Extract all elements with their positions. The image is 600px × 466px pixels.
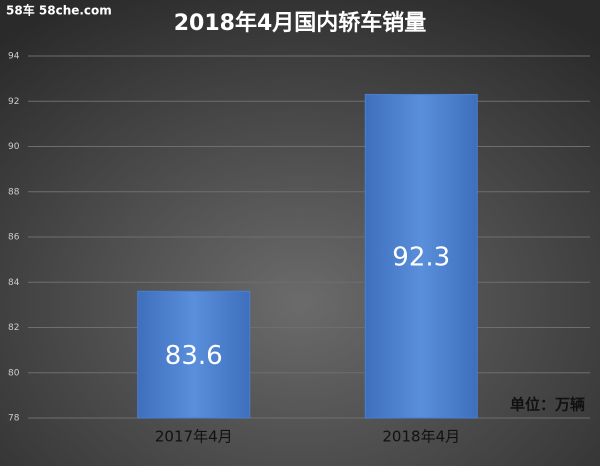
y-tick-label: 82 — [8, 323, 19, 333]
y-tick-label: 88 — [8, 187, 20, 197]
y-tick-label: 94 — [8, 52, 20, 62]
value-label: 83.6 — [165, 341, 223, 371]
watermark: 58车 58che.com — [6, 3, 112, 18]
unit-note: 单位：万辆 — [510, 396, 585, 414]
y-tick-label: 80 — [8, 368, 20, 378]
x-tick-label: 2017年4月 — [155, 428, 233, 446]
y-tick-label: 84 — [8, 278, 20, 288]
x-tick-label: 2018年4月 — [382, 428, 460, 446]
y-tick-label: 78 — [8, 414, 20, 424]
bar — [137, 290, 251, 419]
bar — [364, 93, 478, 419]
y-tick-label: 86 — [8, 233, 20, 243]
value-label: 92.3 — [392, 243, 450, 273]
y-tick-label: 92 — [8, 97, 19, 107]
y-tick-label: 90 — [8, 142, 20, 152]
chart-title: 2018年4月国内轿车销量 — [174, 10, 427, 36]
